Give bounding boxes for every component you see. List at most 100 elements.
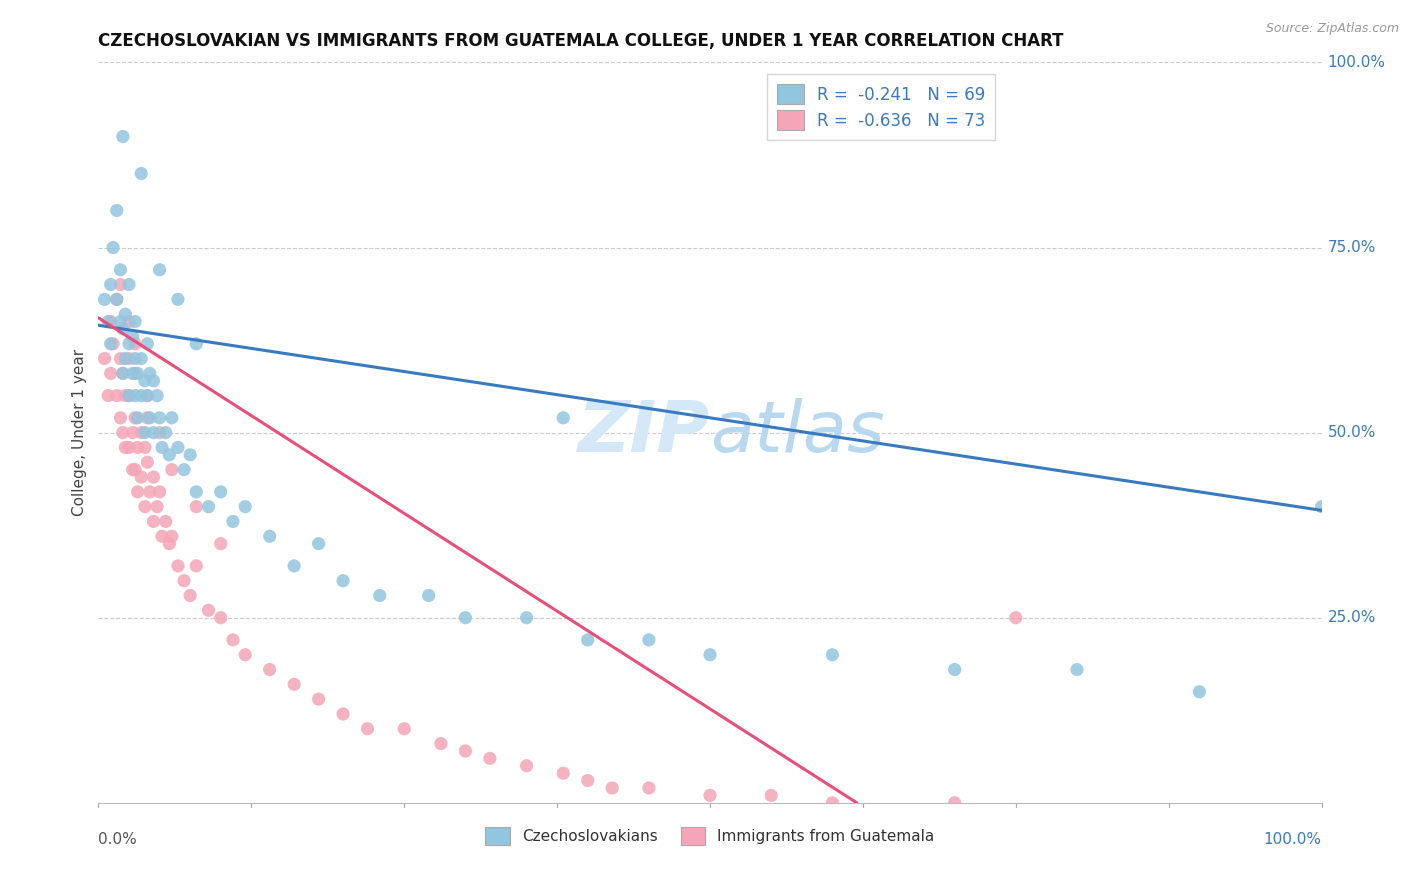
Point	[139, 367, 162, 381]
Point	[111, 425, 134, 440]
Point	[283, 558, 305, 573]
Point	[136, 336, 159, 351]
Point	[100, 277, 122, 292]
Point	[118, 441, 141, 455]
Point	[124, 388, 146, 402]
Point	[100, 367, 122, 381]
Point	[111, 322, 134, 336]
Text: CZECHOSLOVAKIAN VS IMMIGRANTS FROM GUATEMALA COLLEGE, UNDER 1 YEAR CORRELATION C: CZECHOSLOVAKIAN VS IMMIGRANTS FROM GUATE…	[98, 32, 1064, 50]
Point	[111, 367, 134, 381]
Point	[149, 410, 172, 425]
Point	[209, 536, 232, 550]
Point	[110, 277, 132, 292]
Point	[155, 515, 177, 529]
Point	[142, 425, 165, 440]
Point	[124, 314, 146, 328]
Point	[134, 500, 156, 514]
Point	[105, 293, 128, 307]
Point	[118, 351, 141, 366]
Y-axis label: College, Under 1 year: College, Under 1 year	[72, 349, 87, 516]
Text: 25.0%: 25.0%	[1327, 610, 1376, 625]
Text: 0.0%: 0.0%	[98, 832, 138, 847]
Text: ZIP: ZIP	[578, 398, 710, 467]
Point	[114, 307, 136, 321]
Point	[114, 441, 136, 455]
Point	[699, 648, 721, 662]
Point	[101, 336, 124, 351]
Point	[553, 410, 575, 425]
Point	[308, 692, 330, 706]
Point	[93, 293, 115, 307]
Point	[332, 574, 354, 588]
Point	[111, 367, 134, 381]
Point	[821, 648, 844, 662]
Point	[129, 388, 152, 402]
Point	[197, 603, 219, 617]
Point	[142, 470, 165, 484]
Point	[110, 262, 132, 277]
Point	[105, 203, 128, 218]
Point	[127, 367, 149, 381]
Point	[637, 632, 661, 647]
Point	[93, 351, 115, 366]
Point	[576, 773, 599, 788]
Point	[129, 166, 152, 180]
Text: Source: ZipAtlas.com: Source: ZipAtlas.com	[1265, 22, 1399, 36]
Point	[222, 515, 245, 529]
Point	[118, 388, 141, 402]
Point	[100, 314, 122, 328]
Point	[308, 536, 330, 550]
Point	[761, 789, 783, 803]
Point	[157, 536, 180, 550]
Point	[515, 610, 537, 624]
Text: 100.0%: 100.0%	[1264, 832, 1322, 847]
Point	[167, 293, 190, 307]
Point	[1004, 610, 1026, 624]
Point	[179, 589, 201, 603]
Point	[699, 789, 721, 803]
Point	[160, 529, 183, 543]
Point	[114, 351, 136, 366]
Point	[146, 500, 169, 514]
Point	[118, 277, 141, 292]
Point	[121, 425, 143, 440]
Point	[118, 314, 141, 328]
Point	[134, 374, 156, 388]
Point	[134, 441, 156, 455]
Point	[167, 558, 190, 573]
Point	[637, 780, 661, 795]
Point	[283, 677, 305, 691]
Point	[146, 388, 169, 402]
Point	[118, 388, 141, 402]
Point	[943, 796, 966, 810]
Point	[259, 529, 281, 543]
Point	[600, 780, 623, 795]
Point	[1066, 663, 1088, 677]
Point	[139, 410, 162, 425]
Point	[576, 632, 599, 647]
Point	[136, 455, 159, 469]
Point	[356, 722, 378, 736]
Point	[100, 336, 122, 351]
Point	[129, 470, 152, 484]
Point	[157, 448, 180, 462]
Point	[127, 484, 149, 499]
Point	[105, 293, 128, 307]
Point	[1188, 685, 1211, 699]
Point	[129, 351, 152, 366]
Point	[127, 441, 149, 455]
Point	[105, 388, 128, 402]
Point	[186, 336, 208, 351]
Point	[392, 722, 416, 736]
Point	[110, 410, 132, 425]
Point	[149, 425, 172, 440]
Point	[134, 425, 156, 440]
Point	[136, 388, 159, 402]
Point	[197, 500, 219, 514]
Point	[173, 462, 195, 476]
Point	[136, 410, 159, 425]
Point	[209, 610, 232, 624]
Point	[142, 515, 165, 529]
Point	[136, 388, 159, 402]
Point	[418, 589, 440, 603]
